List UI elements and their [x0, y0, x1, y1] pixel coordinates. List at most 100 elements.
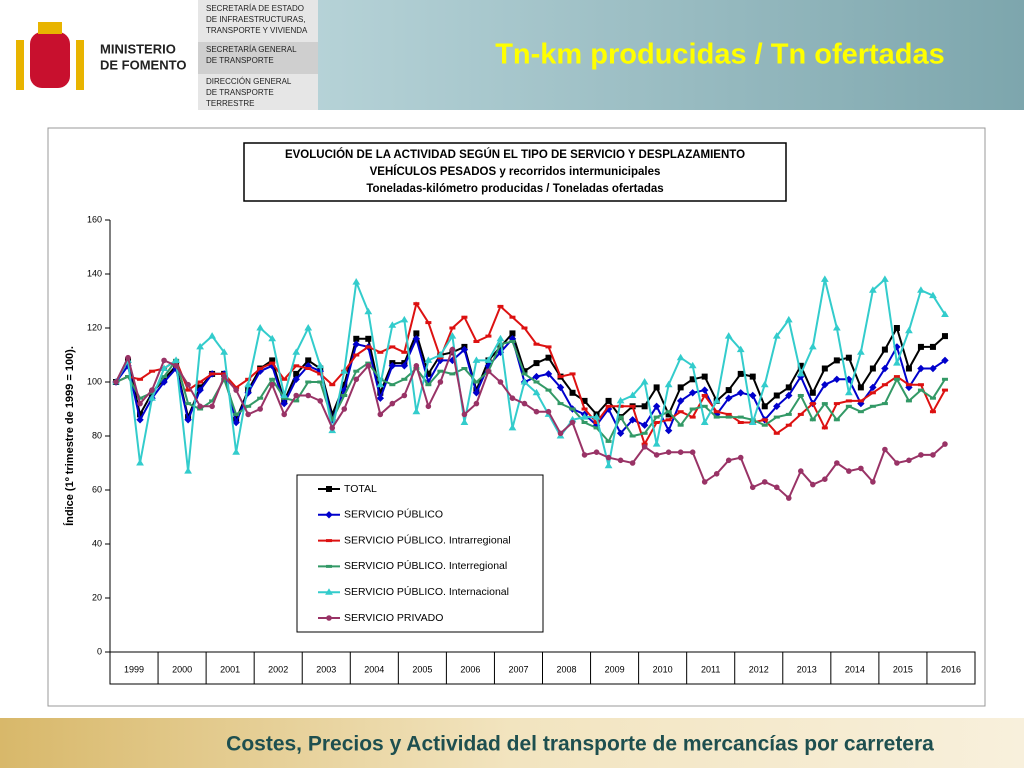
point — [641, 403, 648, 410]
y-axis-label: Índice (1º trimestre de 1999 = 100). — [63, 346, 76, 526]
point — [809, 389, 816, 396]
point — [629, 460, 636, 466]
point — [257, 406, 263, 412]
point — [604, 461, 613, 469]
point — [208, 332, 217, 339]
point — [545, 354, 552, 361]
point — [388, 321, 397, 328]
point — [593, 449, 600, 456]
point — [737, 370, 744, 377]
point — [700, 418, 709, 425]
point — [929, 364, 937, 373]
point — [664, 426, 673, 435]
footer-text: Costes, Precios y Actividad del transpor… — [226, 733, 934, 756]
point — [616, 396, 625, 404]
y-tick-label: 140 — [87, 268, 102, 278]
point — [521, 400, 528, 407]
point — [653, 421, 660, 424]
legend-label: TOTAL — [344, 483, 377, 495]
point — [245, 411, 251, 418]
point — [784, 315, 793, 323]
y-tick-label: 160 — [87, 214, 102, 224]
point — [532, 388, 541, 396]
point — [184, 467, 192, 474]
point — [677, 449, 684, 456]
point — [736, 345, 745, 353]
point — [389, 383, 396, 387]
point — [521, 326, 528, 330]
x-tick-label: 2002 — [268, 664, 288, 674]
y-tick-label: 20 — [92, 592, 102, 602]
point — [545, 408, 552, 415]
point — [941, 333, 948, 340]
point — [557, 430, 564, 437]
point — [713, 415, 720, 419]
point — [713, 471, 720, 477]
point — [593, 421, 600, 424]
point — [413, 302, 420, 306]
point — [641, 431, 648, 435]
slide-title: Tn-km producidas / Tn ofertadas — [495, 39, 945, 71]
point — [448, 332, 457, 339]
point — [773, 402, 781, 411]
point — [700, 386, 709, 394]
point — [509, 395, 516, 402]
point — [196, 342, 204, 350]
point — [822, 476, 828, 483]
office-name: DE INFRAESTRUCTURAS, — [206, 15, 306, 24]
point — [785, 384, 792, 391]
point — [581, 407, 588, 411]
point — [533, 360, 540, 367]
point — [233, 387, 239, 393]
point — [640, 421, 649, 429]
point — [268, 334, 277, 342]
point — [773, 431, 780, 435]
point — [401, 350, 408, 354]
point — [376, 380, 385, 388]
point — [485, 368, 492, 375]
point — [388, 362, 397, 370]
point — [316, 361, 325, 369]
point — [773, 415, 780, 419]
point — [869, 365, 876, 372]
point — [905, 326, 913, 334]
point — [893, 359, 901, 366]
point — [329, 425, 336, 431]
point — [869, 391, 876, 395]
point — [856, 348, 865, 355]
point — [844, 388, 853, 396]
chart-title-box — [243, 142, 787, 202]
coat-of-arms — [16, 22, 84, 90]
point — [905, 365, 912, 372]
point — [149, 369, 156, 373]
point — [845, 404, 852, 408]
point — [797, 394, 804, 397]
point — [281, 411, 288, 418]
office-name: DE TRANSPORTE — [206, 56, 274, 65]
point — [326, 564, 332, 568]
point — [748, 418, 757, 425]
point — [665, 410, 672, 414]
x-tick-label: 2006 — [460, 664, 480, 674]
point — [869, 404, 876, 408]
point — [533, 380, 540, 384]
point — [870, 479, 876, 485]
point — [292, 348, 301, 355]
point — [605, 454, 612, 461]
point — [737, 421, 744, 424]
point — [473, 400, 480, 407]
point — [496, 334, 505, 342]
point — [832, 324, 841, 331]
point — [460, 345, 469, 354]
office-name: SECRETARÍA DE ESTADO — [206, 4, 304, 13]
point — [280, 391, 289, 398]
point — [918, 452, 924, 458]
point — [329, 383, 336, 387]
point — [280, 399, 288, 408]
point — [941, 310, 949, 317]
point — [353, 353, 360, 357]
point — [821, 426, 828, 430]
point — [881, 383, 888, 387]
point — [326, 615, 332, 621]
point — [305, 380, 312, 384]
